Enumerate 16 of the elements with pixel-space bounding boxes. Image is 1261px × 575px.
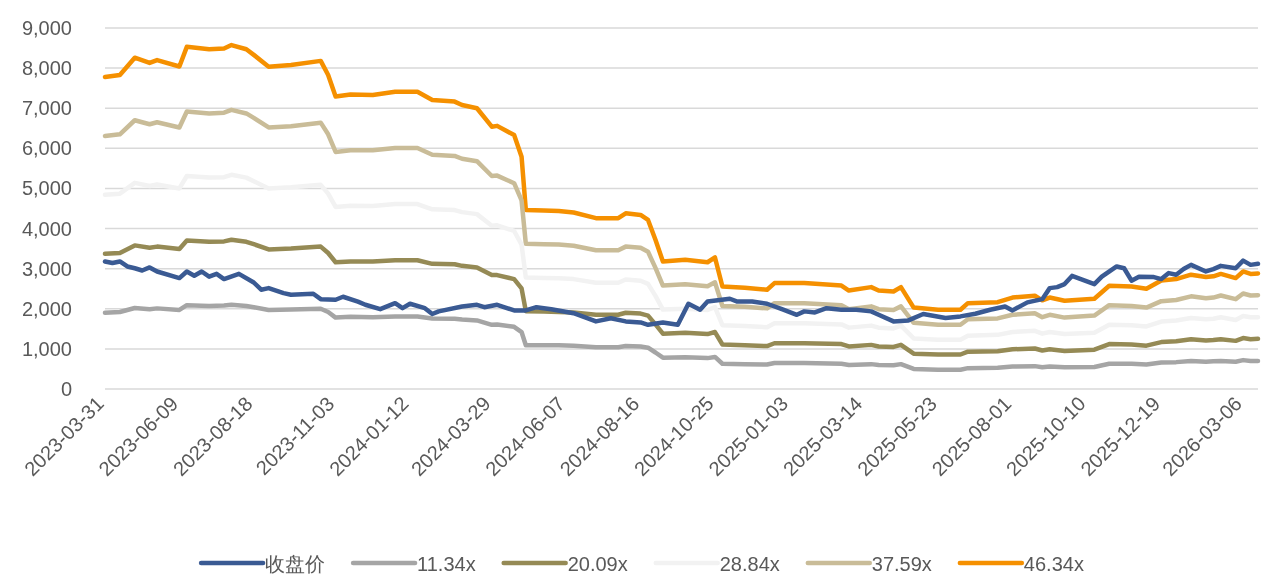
legend-label: 11.34x (417, 553, 476, 575)
legend-label: 收盘价 (265, 553, 326, 575)
y-tick-label: 1,000 (21, 337, 72, 360)
y-tick-label: 7,000 (21, 97, 72, 120)
legend-label: 28.84x (719, 553, 780, 575)
y-tick-label: 0 (60, 378, 72, 400)
y-tick-label: 8,000 (21, 57, 72, 80)
y-tick-label: 4,000 (21, 217, 72, 240)
y-tick-label: 2,000 (21, 297, 72, 320)
y-tick-label: 9,000 (21, 17, 72, 39)
y-tick-label: 6,000 (21, 137, 72, 160)
y-tick-label: 3,000 (21, 257, 72, 280)
y-tick-label: 5,000 (21, 177, 72, 200)
legend-label: 20.09x (567, 553, 628, 575)
legend-label: 37.59x (871, 553, 932, 575)
legend-label: 46.34x (1023, 553, 1084, 575)
